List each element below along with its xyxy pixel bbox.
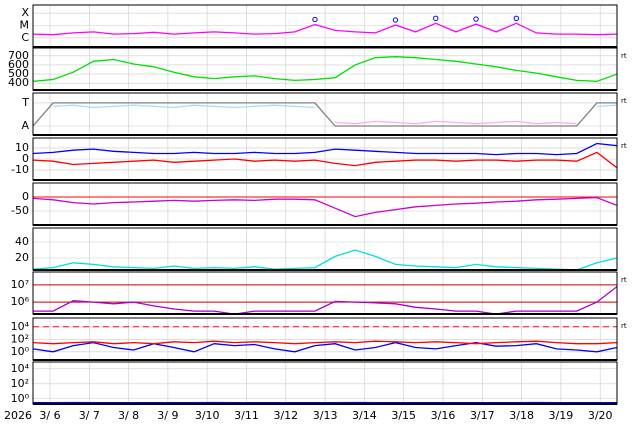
x-tick-label: 3/20 <box>588 409 613 422</box>
y-tick-label: 600 <box>8 58 29 71</box>
y-tick-label: 10² <box>11 377 29 390</box>
series-group <box>33 340 617 353</box>
series-group <box>33 56 617 82</box>
y-tick-label: 700 <box>8 49 29 62</box>
y-tick-label: 500 <box>8 67 29 80</box>
x-tick-label: 3/12 <box>273 409 298 422</box>
series-group <box>33 196 617 218</box>
series-line <box>335 120 577 125</box>
series-line <box>33 151 617 169</box>
y-tick-label: A <box>21 119 29 132</box>
y-tick-label: 10⁴ <box>11 320 30 333</box>
rt-label: rt <box>621 97 627 105</box>
x-tick-label: 3/10 <box>195 409 220 422</box>
y-tick-label: 20 <box>15 251 29 264</box>
x-tick-label: 3/18 <box>509 409 534 422</box>
series-line <box>33 340 617 345</box>
x-tick-label: 3/16 <box>431 409 456 422</box>
rt-label: rt <box>621 142 627 150</box>
year-label: 2026 <box>4 409 32 422</box>
rt-label: rt <box>621 276 627 284</box>
y-tick-label: X <box>21 6 29 19</box>
series-group <box>33 15 617 36</box>
series-line <box>33 341 617 353</box>
flare-marker <box>433 15 439 22</box>
flare-marker <box>473 16 479 22</box>
x-tick-label: 3/ 9 <box>157 409 178 422</box>
series-line <box>33 286 617 314</box>
x-tick-label: 3/11 <box>234 409 259 422</box>
x-tick-label: 3/14 <box>352 409 377 422</box>
series-group <box>33 249 617 270</box>
x-tick-label: 3/19 <box>549 409 574 422</box>
rt-label: rt <box>621 52 627 60</box>
y-tick-label: 400 <box>8 76 29 89</box>
y-tick-label: M <box>20 18 30 31</box>
y-tick-label: 10 <box>15 141 29 154</box>
x-tick-label: 3/17 <box>470 409 495 422</box>
y-tick-label: T <box>21 96 29 109</box>
y-tick-label: 10⁴ <box>11 362 30 375</box>
y-tick-label: 0 <box>22 190 29 203</box>
series-line <box>53 104 617 109</box>
y-tick-label: C <box>21 31 29 44</box>
flare-marker <box>392 17 399 23</box>
series-group <box>33 102 617 127</box>
series-group <box>33 286 617 314</box>
y-tick-label: 40 <box>15 235 29 248</box>
series-line <box>33 56 617 82</box>
y-tick-label: 10⁷ <box>11 278 29 291</box>
series-group <box>33 142 617 169</box>
series-line <box>33 22 617 36</box>
y-tick-label: -10 <box>11 163 29 176</box>
y-tick-label: 10⁰ <box>11 345 30 358</box>
series-line <box>33 249 617 270</box>
x-tick-label: 3/ 7 <box>79 409 100 422</box>
y-tick-label: 10² <box>11 332 29 345</box>
x-tick-label: 3/15 <box>391 409 416 422</box>
x-tick-label: 3/ 8 <box>118 409 139 422</box>
flare-marker <box>513 15 520 22</box>
rt-label: rt <box>621 322 627 330</box>
y-tick-label: 10⁰ <box>11 392 30 405</box>
flare-marker <box>312 16 318 23</box>
series-line <box>33 142 617 156</box>
x-tick-label: 3/ 6 <box>39 409 60 422</box>
series-line <box>33 196 617 218</box>
series-line <box>33 102 617 127</box>
y-tick-label: 10⁶ <box>11 295 30 308</box>
y-tick-label: 0 <box>22 152 29 165</box>
x-tick-label: 3/13 <box>313 409 338 422</box>
y-tick-label: -50 <box>11 204 29 217</box>
